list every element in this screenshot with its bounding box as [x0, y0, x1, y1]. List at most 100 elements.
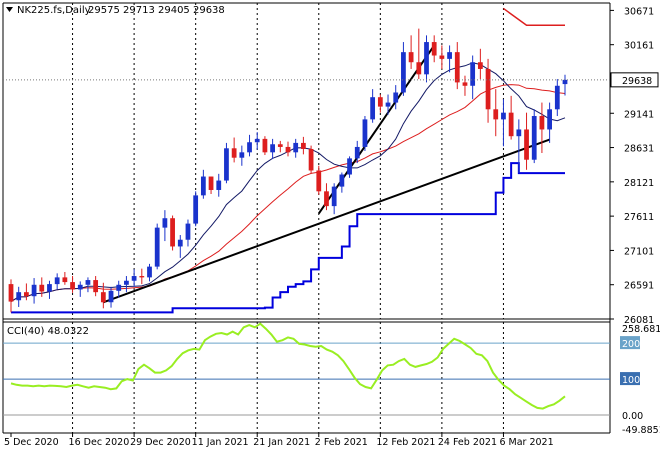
candle-body	[62, 277, 68, 283]
vertical-grid	[72, 3, 504, 433]
candle-body	[116, 284, 122, 291]
candle-body	[285, 146, 291, 153]
candle-body	[454, 52, 460, 83]
candle-body	[154, 227, 160, 267]
price-axis-label: 27101	[624, 246, 654, 257]
time-axis-label: 24 Feb 2021	[438, 437, 497, 448]
candle-body	[193, 195, 199, 224]
price-axis-label: 26081	[624, 315, 654, 326]
trendline-long	[102, 138, 550, 304]
moving-average-dark	[10, 62, 566, 303]
price-pane[interactable]	[3, 7, 610, 314]
price-axis-label: 27611	[624, 212, 654, 223]
candle-body	[524, 129, 529, 160]
candle-body	[277, 144, 283, 147]
time-axis-label: 29 Dec 2020	[130, 437, 191, 448]
cci-axis-label: 258.6815	[622, 324, 660, 335]
time-axis-label: 16 Dec 2020	[69, 437, 130, 448]
candle-body	[239, 152, 245, 158]
candle-body	[270, 144, 275, 153]
price-axis-label: 28121	[624, 178, 654, 189]
trendline-steep	[317, 44, 436, 215]
candle-body	[424, 42, 429, 75]
triangle-down-icon[interactable]	[6, 7, 13, 12]
candle-body	[347, 158, 352, 175]
candle-body	[85, 280, 91, 285]
candle-body	[362, 119, 368, 147]
candle-body	[139, 276, 145, 278]
cci-level-marker	[620, 372, 640, 386]
candle-body	[370, 97, 376, 120]
candle-body	[8, 284, 14, 302]
candle-body	[562, 79, 568, 85]
ohlc-readout: 29575 29713 29405 29638	[88, 5, 225, 16]
candle-body	[331, 186, 337, 207]
price-axis-label: 28631	[624, 144, 654, 155]
candle-body	[462, 82, 468, 86]
time-axis: 5 Dec 2020 16 Dec 2020 29 Dec 2020 11 Jan 2…	[4, 433, 554, 448]
candle-body	[54, 277, 60, 285]
candle-body	[216, 180, 222, 190]
candle-body	[77, 284, 83, 290]
candle-body	[539, 116, 545, 130]
candle-body	[377, 97, 383, 107]
candle-body	[516, 129, 522, 137]
cci-axis-label: 0.00	[622, 411, 643, 422]
candle-body	[208, 176, 214, 190]
time-axis-label: 11 Jan 2021	[192, 437, 249, 448]
candle-body	[393, 92, 399, 103]
price-axis-label: 26591	[624, 281, 654, 292]
candle-body	[501, 112, 506, 120]
candle-body	[308, 148, 314, 171]
candle-body	[247, 142, 252, 153]
price-axis-label: 30671	[624, 6, 654, 17]
symbol-label: NK225.fs,Daily	[17, 5, 91, 16]
candle-body	[231, 148, 237, 158]
candle-body	[170, 218, 175, 247]
price-axis-label: 29141	[624, 109, 654, 120]
candle-body	[31, 284, 37, 297]
candle-body	[439, 55, 445, 59]
candle-body	[470, 62, 476, 86]
candle-body	[339, 174, 345, 187]
candle-body	[554, 85, 560, 110]
candle-body	[531, 116, 537, 160]
candle-body	[93, 280, 99, 293]
cci-axis-label: 200	[622, 339, 640, 350]
time-axis-label: 12 Feb 2021	[376, 437, 435, 448]
price-axis: 30671 30161 29141 28631 28121 27611 27101 26591…	[610, 6, 659, 326]
candle-body	[177, 239, 183, 247]
cci-axis-label: -49.8851	[622, 425, 660, 436]
candle-body	[416, 62, 422, 75]
cci-pane[interactable]	[3, 322, 610, 416]
time-axis-label: 6 Mar 2021	[499, 437, 553, 448]
cci-axis-label: 100	[622, 375, 640, 386]
current-price-marker	[610, 72, 659, 88]
cci-line	[10, 322, 566, 410]
candle-body	[547, 109, 552, 130]
candle-body	[401, 52, 406, 93]
candle-body	[47, 284, 52, 292]
candle-body	[200, 176, 206, 196]
current-price-label: 29638	[622, 76, 652, 87]
candle-body	[485, 68, 491, 110]
candle-body	[324, 191, 329, 207]
candle-body	[70, 282, 75, 290]
cci-axis: 258.6815 200 100 0.00 -49.8851	[620, 324, 660, 436]
time-axis-label: 21 Jan 2021	[253, 437, 310, 448]
candle-body	[316, 170, 322, 192]
candle-body	[16, 292, 22, 301]
candle-body	[477, 62, 483, 69]
time-axis-label: 5 Dec 2020	[4, 437, 59, 448]
candle-body	[24, 292, 29, 297]
candle-body	[262, 138, 268, 153]
candle-body	[224, 148, 229, 181]
time-axis-label: 2 Feb 2021	[315, 437, 368, 448]
candle-body	[408, 52, 414, 63]
candle-body	[493, 109, 499, 120]
candle-body	[254, 138, 260, 143]
cci-level-marker	[620, 336, 640, 350]
resistance-line	[503, 7, 565, 27]
